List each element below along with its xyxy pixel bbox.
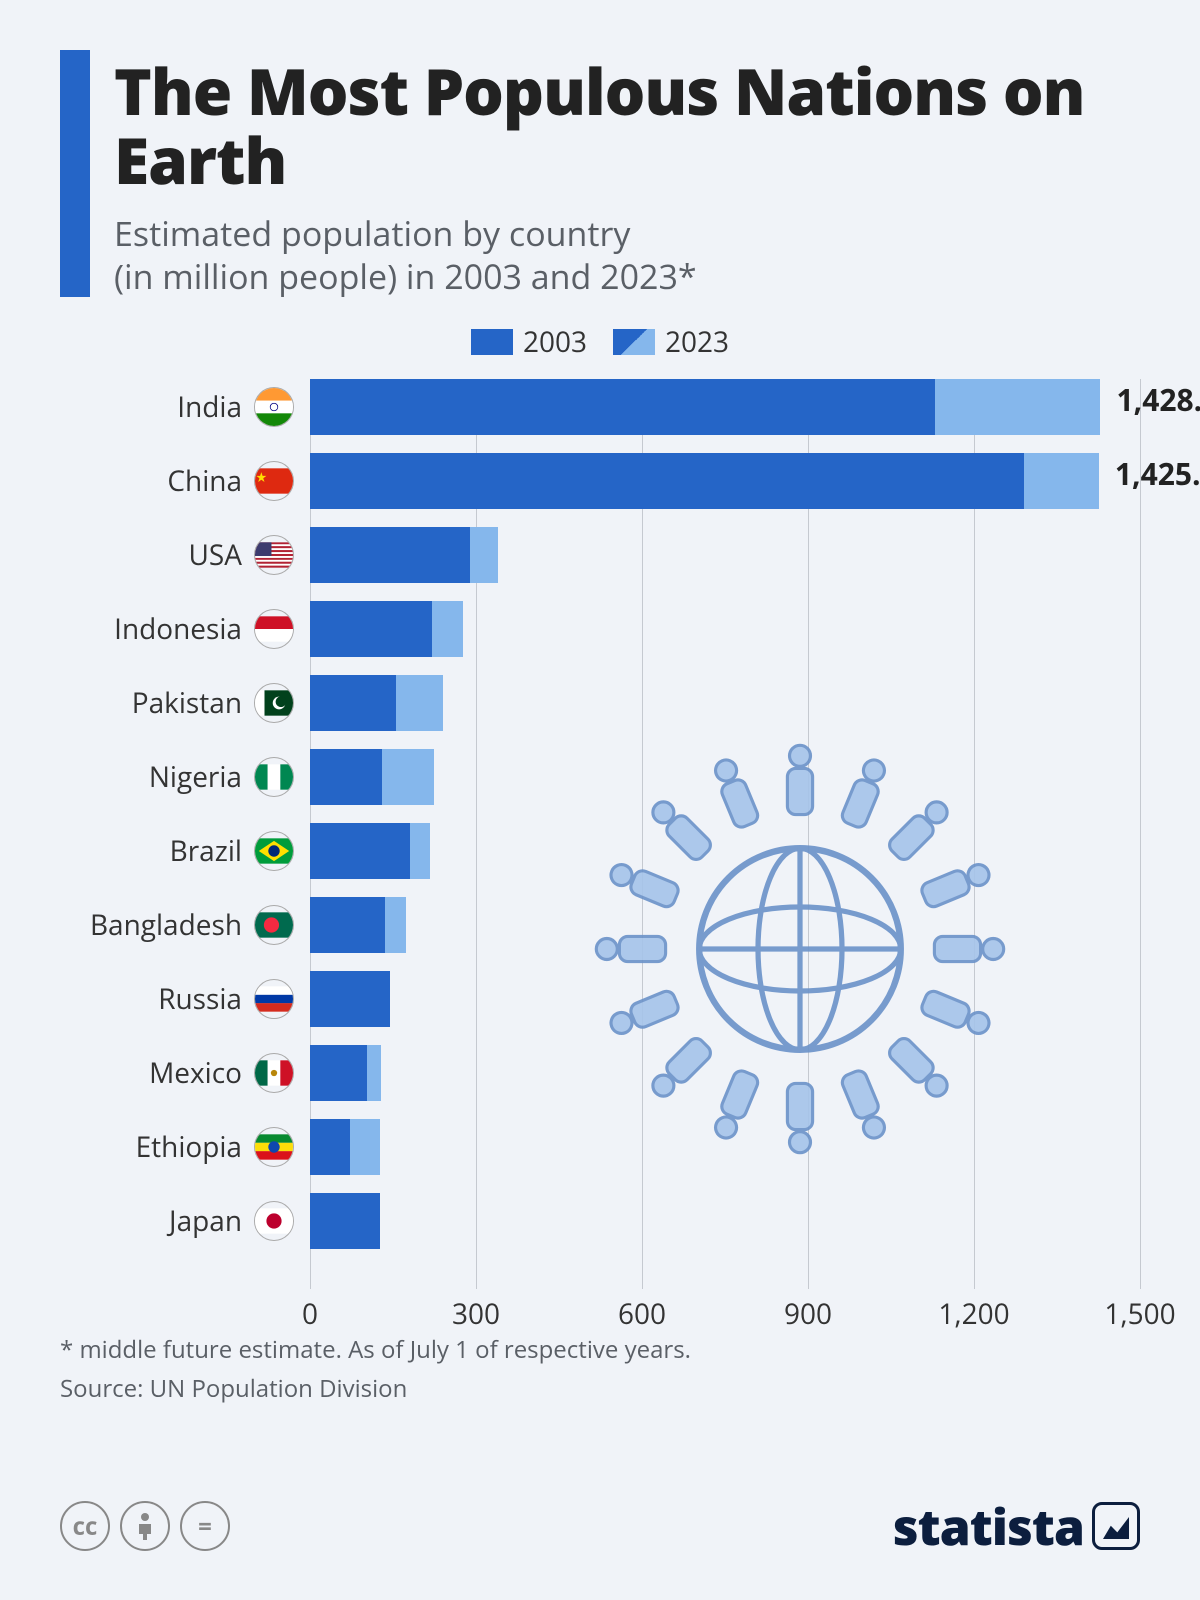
legend-item-2003: 2003 — [471, 323, 587, 361]
bar-wrap — [310, 1193, 1140, 1249]
legend-label-2023: 2023 — [665, 323, 729, 361]
bar-2003 — [310, 749, 382, 805]
flag-icon — [254, 979, 294, 1019]
bar-wrap — [310, 1045, 1140, 1101]
bar-value-label: 1,425.7 — [1115, 453, 1200, 494]
cc-icon: cc — [60, 1501, 110, 1551]
legend-item-2023: 2023 — [613, 323, 729, 361]
country-label: Nigeria — [60, 757, 310, 797]
x-axis-tick: 900 — [784, 1295, 832, 1333]
flag-icon — [254, 387, 294, 427]
country-label: Bangladesh — [60, 905, 310, 945]
flag-icon — [254, 831, 294, 871]
chart-legend: 2003 2023 — [60, 323, 1140, 361]
chart-plot-area: 03006009001,2001,500 India1,428.6 China1,… — [310, 379, 1140, 1329]
bar-wrap — [310, 527, 1140, 583]
title-block: The Most Populous Nations on Earth Estim… — [114, 50, 1140, 297]
bar-2003 — [310, 823, 410, 879]
bar-row: Pakistan — [310, 675, 1140, 731]
x-axis-tick: 1,200 — [938, 1295, 1009, 1333]
cc-by-icon — [120, 1501, 170, 1551]
country-label: USA — [60, 535, 310, 575]
title-accent-bar — [60, 50, 90, 297]
bar-wrap — [310, 601, 1140, 657]
bar-wrap — [310, 897, 1140, 953]
bar-2003 — [310, 1045, 367, 1101]
cc-nd-icon: = — [180, 1501, 230, 1551]
legend-swatch-2003 — [471, 329, 513, 355]
bar-wrap: 1,425.7 — [310, 453, 1140, 509]
bar-chart: 03006009001,2001,500 India1,428.6China1,… — [60, 379, 1140, 1329]
bar-row: Japan — [310, 1193, 1140, 1249]
chart-header: The Most Populous Nations on Earth Estim… — [60, 50, 1140, 297]
chart-subtitle: Estimated population by country(in milli… — [114, 212, 1140, 297]
footer: cc = statista — [60, 1492, 1140, 1560]
bar-value-label: 1,428.6 — [1116, 379, 1200, 420]
legend-label-2003: 2003 — [523, 323, 587, 361]
footnote-line-1: * middle future estimate. As of July 1 o… — [60, 1333, 1140, 1368]
bar-row: USA — [310, 527, 1140, 583]
flag-icon — [254, 905, 294, 945]
flag-icon — [254, 1127, 294, 1167]
country-label: Russia — [60, 979, 310, 1019]
flag-icon — [254, 757, 294, 797]
bar-2003 — [310, 971, 390, 1027]
bar-2003 — [310, 379, 935, 435]
brand-logo: statista — [893, 1492, 1140, 1560]
bar-row: Russia — [310, 971, 1140, 1027]
flag-icon — [254, 1201, 294, 1241]
x-axis-tick: 600 — [618, 1295, 666, 1333]
country-label: India — [60, 387, 310, 427]
flag-icon — [254, 609, 294, 649]
bar-wrap — [310, 675, 1140, 731]
country-label: Brazil — [60, 831, 310, 871]
flag-icon — [254, 1053, 294, 1093]
country-label: China — [60, 461, 310, 501]
flag-icon — [254, 535, 294, 575]
bar-row: China1,425.7 — [310, 453, 1140, 509]
gridline — [1140, 379, 1141, 1289]
bar-2003 — [310, 897, 385, 953]
country-label: Japan — [60, 1201, 310, 1241]
bar-2003 — [310, 453, 1024, 509]
flag-icon — [254, 461, 294, 501]
legend-swatch-2023 — [613, 329, 655, 355]
x-axis: 03006009001,2001,500 — [310, 1289, 1140, 1329]
bar-2003 — [310, 1119, 350, 1175]
bar-row: Bangladesh — [310, 897, 1140, 953]
bar-row: Ethiopia — [310, 1119, 1140, 1175]
footnote-line-2: Source: UN Population Division — [60, 1372, 1140, 1407]
flag-icon — [254, 683, 294, 723]
bar-row: Mexico — [310, 1045, 1140, 1101]
bar-2003 — [310, 1193, 380, 1249]
country-label: Mexico — [60, 1053, 310, 1093]
country-label: Pakistan — [60, 683, 310, 723]
bar-wrap: 1,428.6 — [310, 379, 1140, 435]
x-axis-tick: 0 — [302, 1295, 318, 1333]
bar-wrap — [310, 823, 1140, 879]
brand-mark-icon — [1092, 1502, 1140, 1550]
bar-2003 — [310, 527, 470, 583]
bar-wrap — [310, 971, 1140, 1027]
license-icons: cc = — [60, 1501, 230, 1551]
bar-row: Brazil — [310, 823, 1140, 879]
bar-row: Nigeria — [310, 749, 1140, 805]
bar-2003 — [310, 675, 396, 731]
country-label: Ethiopia — [60, 1127, 310, 1167]
bar-row: Indonesia — [310, 601, 1140, 657]
brand-text: statista — [893, 1492, 1084, 1560]
bar-2003 — [310, 601, 432, 657]
chart-title: The Most Populous Nations on Earth — [114, 56, 1140, 194]
bar-wrap — [310, 1119, 1140, 1175]
bar-row: India1,428.6 — [310, 379, 1140, 435]
x-axis-tick: 1,500 — [1104, 1295, 1175, 1333]
x-axis-tick: 300 — [452, 1295, 500, 1333]
country-label: Indonesia — [60, 609, 310, 649]
bar-wrap — [310, 749, 1140, 805]
